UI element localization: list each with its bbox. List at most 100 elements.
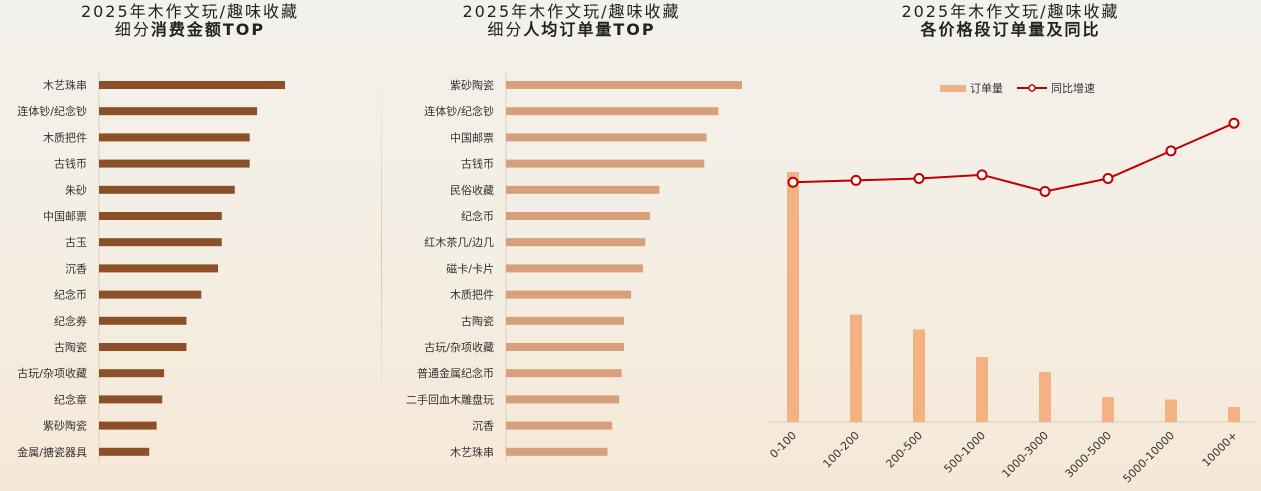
panel-divider [381, 70, 382, 430]
spend-top-bar [99, 447, 150, 456]
orders-per-user-bar [506, 212, 650, 220]
price-band-x-tick-label: 3000-5000 [1063, 429, 1115, 481]
price-band-x-tick-label: 100-200 [820, 429, 862, 471]
spend-top-bar [99, 395, 163, 404]
price-band-title-bold: 各价格段订单量及同比 [920, 20, 1101, 39]
orders-per-user-bar [506, 107, 719, 116]
price-band-yoy-point [1039, 185, 1051, 197]
price-band-x-tick-label: 1000-3000 [1000, 429, 1052, 481]
spend-top-category-label: 沉香 [65, 262, 87, 275]
orders-per-user-category-label: 紫砂陶瓷 [450, 78, 494, 92]
price-band-title-line2: 各价格段订单量及同比 [760, 21, 1261, 39]
spend-top-category-label: 古钱币 [54, 157, 87, 171]
spend-top-category-label: 金属/搪瓷器具 [17, 445, 87, 459]
spend-top-bar [99, 264, 219, 273]
spend-top-bar [99, 107, 258, 116]
orders-per-user-bar [506, 159, 705, 168]
spend-top-category-label: 紫砂陶瓷 [43, 419, 87, 433]
spend-top-category-label: 纪念章 [54, 392, 87, 406]
orders-per-user-title-line1: 2025年木作文玩/趣味收藏 [462, 2, 681, 21]
spend-top-category-label: 纪念币 [54, 288, 87, 302]
price-band-bar [1165, 399, 1177, 422]
orders-per-user-category-label: 木质把件 [450, 288, 494, 302]
price-band-x-tick-label: 5000-10000 [1121, 429, 1178, 486]
price-band-x-tick-label: 200-500 [883, 429, 925, 471]
price-band-bar [913, 329, 925, 422]
orders-per-user-bar-chart: 紫砂陶瓷连体钞/纪念钞中国邮票古钱币民俗收藏纪念币红木茶几/边几磁卡/卡片木质把… [406, 72, 742, 462]
spend-top-panel: 2025年木作文玩/趣味收藏 细分消费金额TOP 木艺珠串连体钞/纪念钞木质把件… [0, 0, 380, 491]
orders-per-user-category-label: 沉香 [472, 420, 494, 433]
orders-per-user-bar [506, 316, 624, 325]
orders-per-user-category-label: 古陶瓷 [461, 314, 494, 328]
orders-per-user-bar [506, 395, 620, 404]
orders-per-user-category-label: 古玩/杂项收藏 [424, 340, 494, 354]
price-band-bar [787, 172, 799, 422]
spend-top-bar [99, 238, 222, 247]
spend-top-bar [99, 369, 165, 378]
spend-top-category-label: 朱砂 [65, 184, 87, 197]
price-band-x-tick-label: 0-100 [767, 429, 799, 461]
legend-bar-swatch [940, 84, 966, 92]
price-band-yoy-point [976, 169, 988, 181]
price-band-bar [850, 314, 862, 422]
spend-top-bar [99, 133, 250, 142]
legend-item-yoy: 同比增速 [1017, 80, 1095, 96]
orders-per-user-category-label: 普通金属纪念币 [417, 366, 494, 380]
orders-per-user-category-label: 纪念币 [461, 209, 494, 223]
orders-per-user-bar [506, 238, 646, 247]
price-band-legend: 订单量 同比增速 [940, 80, 1095, 96]
spend-top-bar [99, 421, 157, 430]
spend-top-bar [99, 212, 222, 220]
spend-top-title-prefix: 细分 [114, 20, 151, 39]
spend-top-category-label: 连体钞/纪念钞 [17, 104, 87, 118]
price-band-yoy-point [787, 176, 799, 188]
legend-label-yoy: 同比增速 [1051, 82, 1095, 95]
orders-per-user-category-label: 磁卡/卡片 [446, 262, 494, 275]
orders-per-user-category-label: 红木茶几/边几 [424, 236, 494, 249]
orders-per-user-category-label: 中国邮票 [450, 131, 494, 144]
orders-per-user-panel: 2025年木作文玩/趣味收藏 细分人均订单量TOP 紫砂陶瓷连体钞/纪念钞中国邮… [383, 0, 760, 491]
spend-top-category-label: 木艺珠串 [43, 78, 87, 92]
price-band-yoy-line [792, 122, 1235, 193]
price-band-bar [1102, 397, 1114, 422]
spend-top-bar-chart: 木艺珠串连体钞/纪念钞木质把件古钱币朱砂中国邮票古玉沉香纪念币纪念券古陶瓷古玩/… [17, 72, 285, 462]
orders-per-user-category-label: 民俗收藏 [450, 183, 494, 197]
orders-per-user-bar [506, 185, 660, 194]
price-band-panel: 2025年木作文玩/趣味收藏 各价格段订单量及同比 订单量 同比增速 0-100… [760, 0, 1261, 491]
price-band-title-line1: 2025年木作文玩/趣味收藏 [901, 2, 1120, 21]
legend-line-swatch [1017, 84, 1047, 92]
orders-per-user-bar [506, 264, 643, 273]
legend-label-orders: 订单量 [970, 82, 1003, 95]
orders-per-user-title-prefix: 细分 [487, 20, 524, 39]
price-band-yoy-point [1228, 117, 1240, 129]
orders-per-user-title-line2: 细分人均订单量TOP [383, 21, 760, 39]
spend-top-title-line2: 细分消费金额TOP [0, 21, 380, 39]
spend-top-category-label: 中国邮票 [43, 210, 87, 223]
spend-top-title-line1: 2025年木作文玩/趣味收藏 [80, 2, 300, 21]
legend-item-orders: 订单量 [940, 80, 1003, 96]
spend-top-bar [99, 343, 187, 351]
orders-per-user-bar [506, 133, 707, 142]
spend-top-category-label: 木质把件 [43, 130, 87, 144]
orders-per-user-title-bold: 人均订单量TOP [523, 20, 656, 39]
spend-top-bar [99, 316, 187, 325]
orders-per-user-bar [506, 447, 608, 456]
spend-top-category-label: 古玉 [65, 236, 87, 249]
orders-per-user-bar [506, 343, 624, 351]
orders-per-user-bar [506, 81, 742, 89]
price-band-combo-chart: 0-100 100-200 200-500 500-1000 1000-3000 3000… [767, 117, 1255, 486]
spend-top-bar [99, 159, 250, 168]
orders-per-user-category-label: 古钱币 [461, 157, 494, 171]
price-band-x-tick-label: 10000+ [1200, 429, 1240, 469]
price-band-bar [1228, 407, 1240, 422]
price-band-yoy-point [1102, 173, 1114, 185]
spend-top-category-label: 古玩/杂项收藏 [17, 366, 87, 380]
spend-top-category-label: 纪念券 [54, 314, 87, 328]
orders-per-user-category-label: 连体钞/纪念钞 [424, 104, 494, 118]
orders-per-user-bar [506, 369, 622, 378]
spend-top-bar [99, 81, 285, 89]
spend-top-title-bold: 消费金额TOP [150, 20, 266, 39]
orders-per-user-category-label: 木艺珠串 [450, 445, 494, 459]
price-band-yoy-point [913, 173, 925, 185]
price-band-yoy-point [850, 174, 862, 186]
